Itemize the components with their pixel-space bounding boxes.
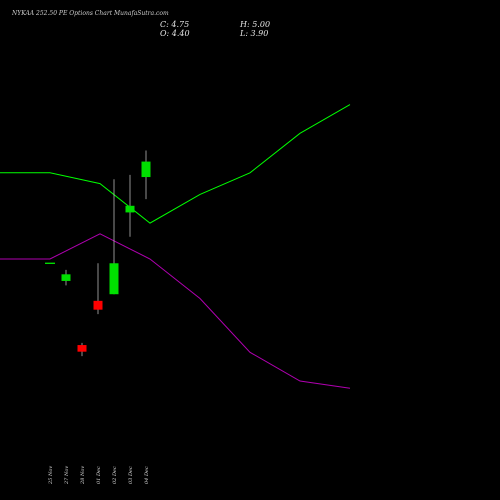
candle-body-down [77,345,87,352]
close-value: C: 4.75 [160,20,190,29]
candle [109,179,119,295]
indicator-lines [0,104,351,389]
candle [93,263,103,315]
candle-body-up [61,274,71,281]
low-value: L: 3.90 [240,29,269,38]
chart-title: NYKAA 252.50 PE Options Chart MunafaSutr… [12,10,169,17]
high-value: H: 5.00 [240,20,271,29]
candle [77,342,87,357]
x-tick-label: 28 Nov [80,466,86,485]
candle-body-down [93,300,103,310]
upper-indicator-line [0,104,351,224]
candle [141,150,151,200]
x-tick-label: 01 Dec [96,466,102,484]
candle-body-up [109,263,119,295]
lower-indicator-line [0,233,351,389]
candle-body-up [125,205,135,213]
x-tick-label: 27 Nov [64,466,70,485]
x-axis-labels: 25 Nov 27 Nov 28 Nov 01 Dec 02 Dec 03 Dec 04 D… [48,466,150,485]
candles [45,150,151,357]
candle-body-up [141,161,151,178]
x-tick-label: 04 Dec [144,466,150,484]
x-tick-label: 02 Dec [112,466,118,484]
candle [61,269,71,286]
x-tick-label: 03 Dec [128,466,134,484]
candle [125,174,135,237]
open-value: O: 4.40 [160,29,190,38]
x-tick-label: 25 Nov [48,466,54,485]
